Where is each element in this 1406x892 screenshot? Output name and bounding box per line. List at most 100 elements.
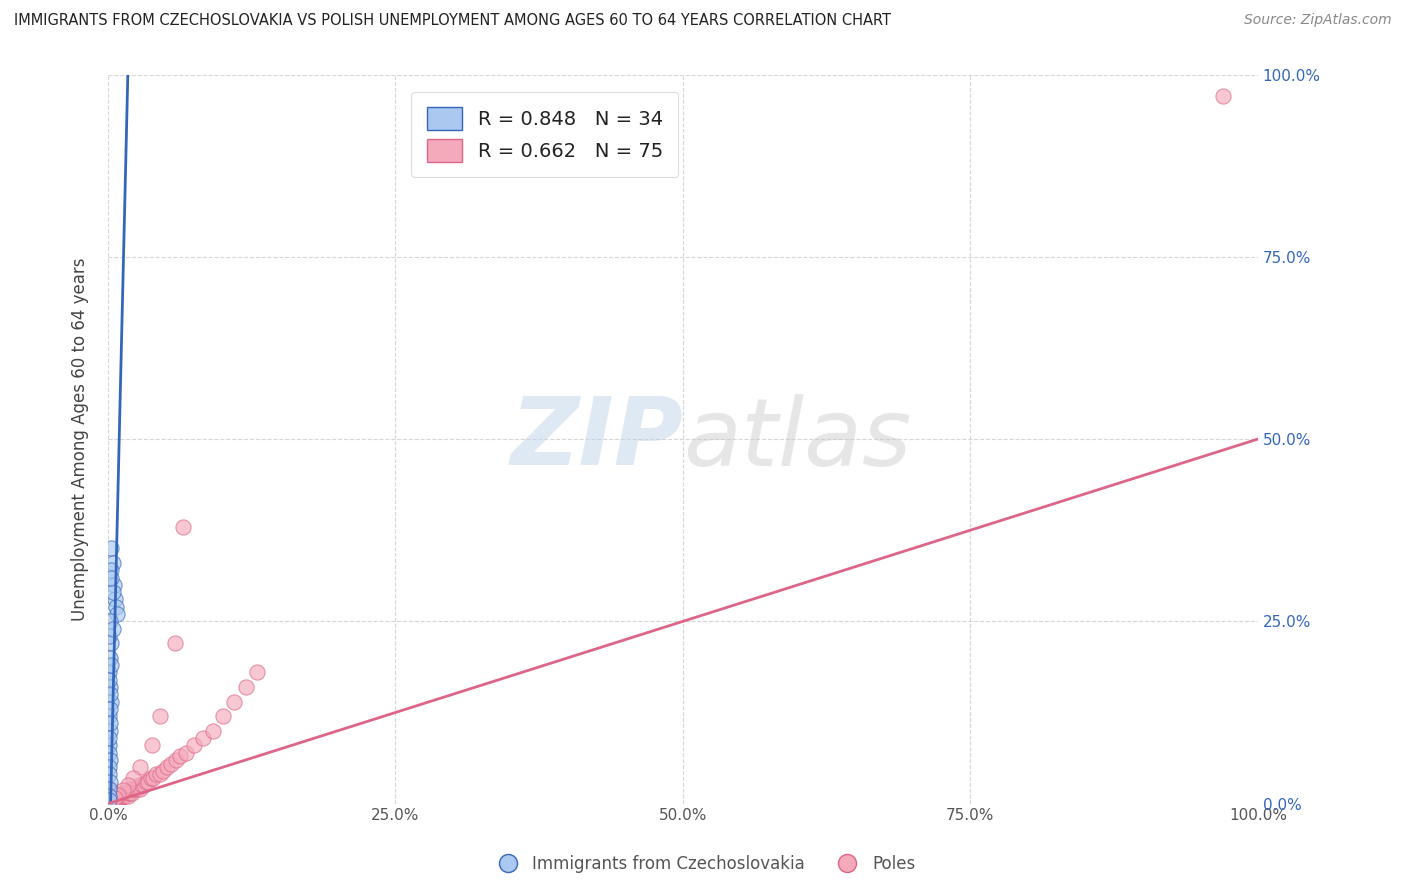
Point [98,680,121,694]
Point [100,636,122,650]
Point [105,607,128,621]
Point [163,636,186,650]
Point [122,782,145,797]
Point [169,749,191,764]
Point [101,789,124,804]
Point [110,789,132,804]
Point [121,786,143,800]
Point [98,782,121,797]
Point [224,694,246,708]
Point [104,592,127,607]
Point [98,774,121,789]
Point [98,782,121,797]
Point [108,789,131,804]
Point [172,519,194,533]
Point [98,665,121,680]
Point [98,723,121,738]
Point [132,778,155,792]
Point [98,673,121,687]
Point [100,571,122,585]
Point [111,789,134,804]
Point [98,716,121,731]
Point [98,687,121,701]
Legend: R = 0.848   N = 34, R = 0.662   N = 75: R = 0.848 N = 34, R = 0.662 N = 75 [412,92,678,178]
Point [124,782,146,797]
Point [174,746,197,760]
Point [103,793,125,807]
Point [98,731,121,745]
Point [165,753,187,767]
Point [101,585,124,599]
Point [117,778,139,792]
Point [135,774,157,789]
Point [129,782,152,797]
Point [100,563,122,577]
Text: ZIP: ZIP [510,393,683,485]
Point [131,778,153,792]
Point [246,665,269,680]
Text: atlas: atlas [683,393,911,484]
Point [100,786,122,800]
Point [101,556,124,570]
Point [98,789,121,804]
Point [100,694,122,708]
Point [193,731,215,745]
Point [212,709,235,723]
Point [98,709,121,723]
Point [100,789,122,804]
Legend: Immigrants from Czechoslovakia, Poles: Immigrants from Czechoslovakia, Poles [484,848,922,880]
Point [114,789,136,804]
Point [103,578,125,592]
Point [108,793,131,807]
Point [183,739,205,753]
Point [98,793,121,807]
Point [104,789,127,804]
Point [98,786,121,800]
Point [1212,89,1234,103]
Point [98,753,121,767]
Point [105,789,128,804]
Point [142,771,165,785]
Point [152,764,174,778]
Point [103,789,125,804]
Point [107,793,129,807]
Point [97,789,120,804]
Point [122,771,145,785]
Point [156,760,179,774]
Point [105,793,128,807]
Point [117,789,139,804]
Point [136,774,159,789]
Point [201,723,224,738]
Point [149,767,172,781]
Point [149,709,172,723]
Point [128,778,150,792]
Point [125,782,148,797]
Point [141,739,163,753]
Y-axis label: Unemployment Among Ages 60 to 64 years: Unemployment Among Ages 60 to 64 years [72,257,89,621]
Point [101,622,124,636]
Point [105,789,128,804]
Point [98,746,121,760]
Point [98,789,121,804]
Point [118,786,141,800]
Point [100,541,122,556]
Text: Source: ZipAtlas.com: Source: ZipAtlas.com [1244,13,1392,28]
Point [98,739,121,753]
Point [111,783,134,797]
Text: IMMIGRANTS FROM CZECHOSLOVAKIA VS POLISH UNEMPLOYMENT AMONG AGES 60 TO 64 YEARS : IMMIGRANTS FROM CZECHOSLOVAKIA VS POLISH… [14,13,891,29]
Point [104,790,127,805]
Point [160,756,183,771]
Point [98,702,121,716]
Point [118,786,141,800]
Point [112,789,135,804]
Point [98,793,121,807]
Point [105,793,128,807]
Point [98,782,121,797]
Point [98,629,121,643]
Point [98,615,121,629]
Point [98,767,121,781]
Point [104,793,127,807]
Point [98,786,121,800]
Point [98,793,121,807]
Point [101,793,124,807]
